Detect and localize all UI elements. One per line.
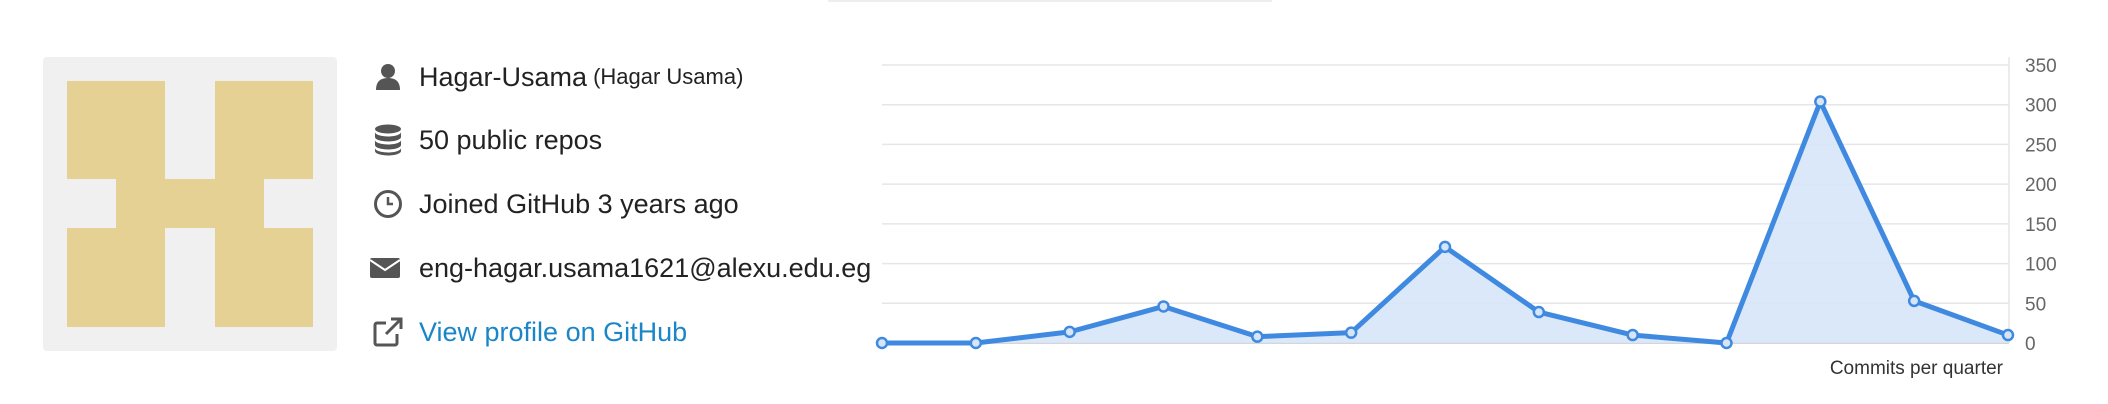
data-point: [2001, 328, 2015, 342]
joined-row: Joined GitHub 3 years ago: [370, 179, 860, 229]
user-icon: [370, 59, 406, 95]
data-point: [1626, 328, 1639, 342]
data-point: [1344, 326, 1358, 339]
x-axis-label: Commits per quarter: [1830, 358, 2004, 379]
y-tick-label: 0: [2025, 334, 2036, 355]
y-tick-label: 350: [2025, 56, 2057, 77]
y-tick-label: 100: [2025, 255, 2057, 276]
email-address: eng-hagar.usama1621@alexu.edu.eg: [419, 252, 872, 283]
display-name: (Hagar Usama): [593, 64, 744, 89]
data-point: [1063, 325, 1076, 339]
y-tick-label: 150: [2025, 215, 2057, 236]
username-row: Hagar-Usama (Hagar Usama): [370, 52, 860, 102]
data-point: [875, 336, 889, 350]
data-point: [969, 336, 983, 350]
y-tick-label: 250: [2025, 135, 2057, 156]
joined-date: Joined GitHub 3 years ago: [419, 188, 739, 219]
data-point: [1251, 330, 1264, 343]
data-point: [1907, 294, 1921, 308]
clock-icon: [370, 186, 406, 222]
repos-count: 50 public repos: [419, 124, 603, 155]
data-point: [1157, 300, 1170, 313]
y-tick-label: 50: [2025, 294, 2046, 315]
y-tick-label: 300: [2025, 96, 2057, 117]
top-divider: [828, 0, 1272, 2]
data-point: [1814, 95, 1827, 108]
identicon-image: [67, 81, 313, 327]
repos-row: 50 public repos: [370, 115, 860, 165]
avatar: [43, 57, 337, 351]
view-profile-link[interactable]: View profile on GitHub: [419, 316, 688, 347]
data-point: [1720, 336, 1733, 350]
data-point: [1532, 305, 1546, 319]
email-row: eng-hagar.usama1621@alexu.edu.eg: [370, 243, 871, 293]
commits-area: [882, 101, 2008, 343]
profile-link-row[interactable]: View profile on GitHub: [370, 307, 860, 357]
username: Hagar-Usama: [419, 61, 588, 92]
data-point: [1438, 240, 1452, 254]
envelope-icon: [370, 250, 400, 286]
external-link-icon[interactable]: [370, 314, 406, 350]
database-icon: [370, 122, 406, 158]
y-tick-label: 200: [2025, 175, 2057, 196]
